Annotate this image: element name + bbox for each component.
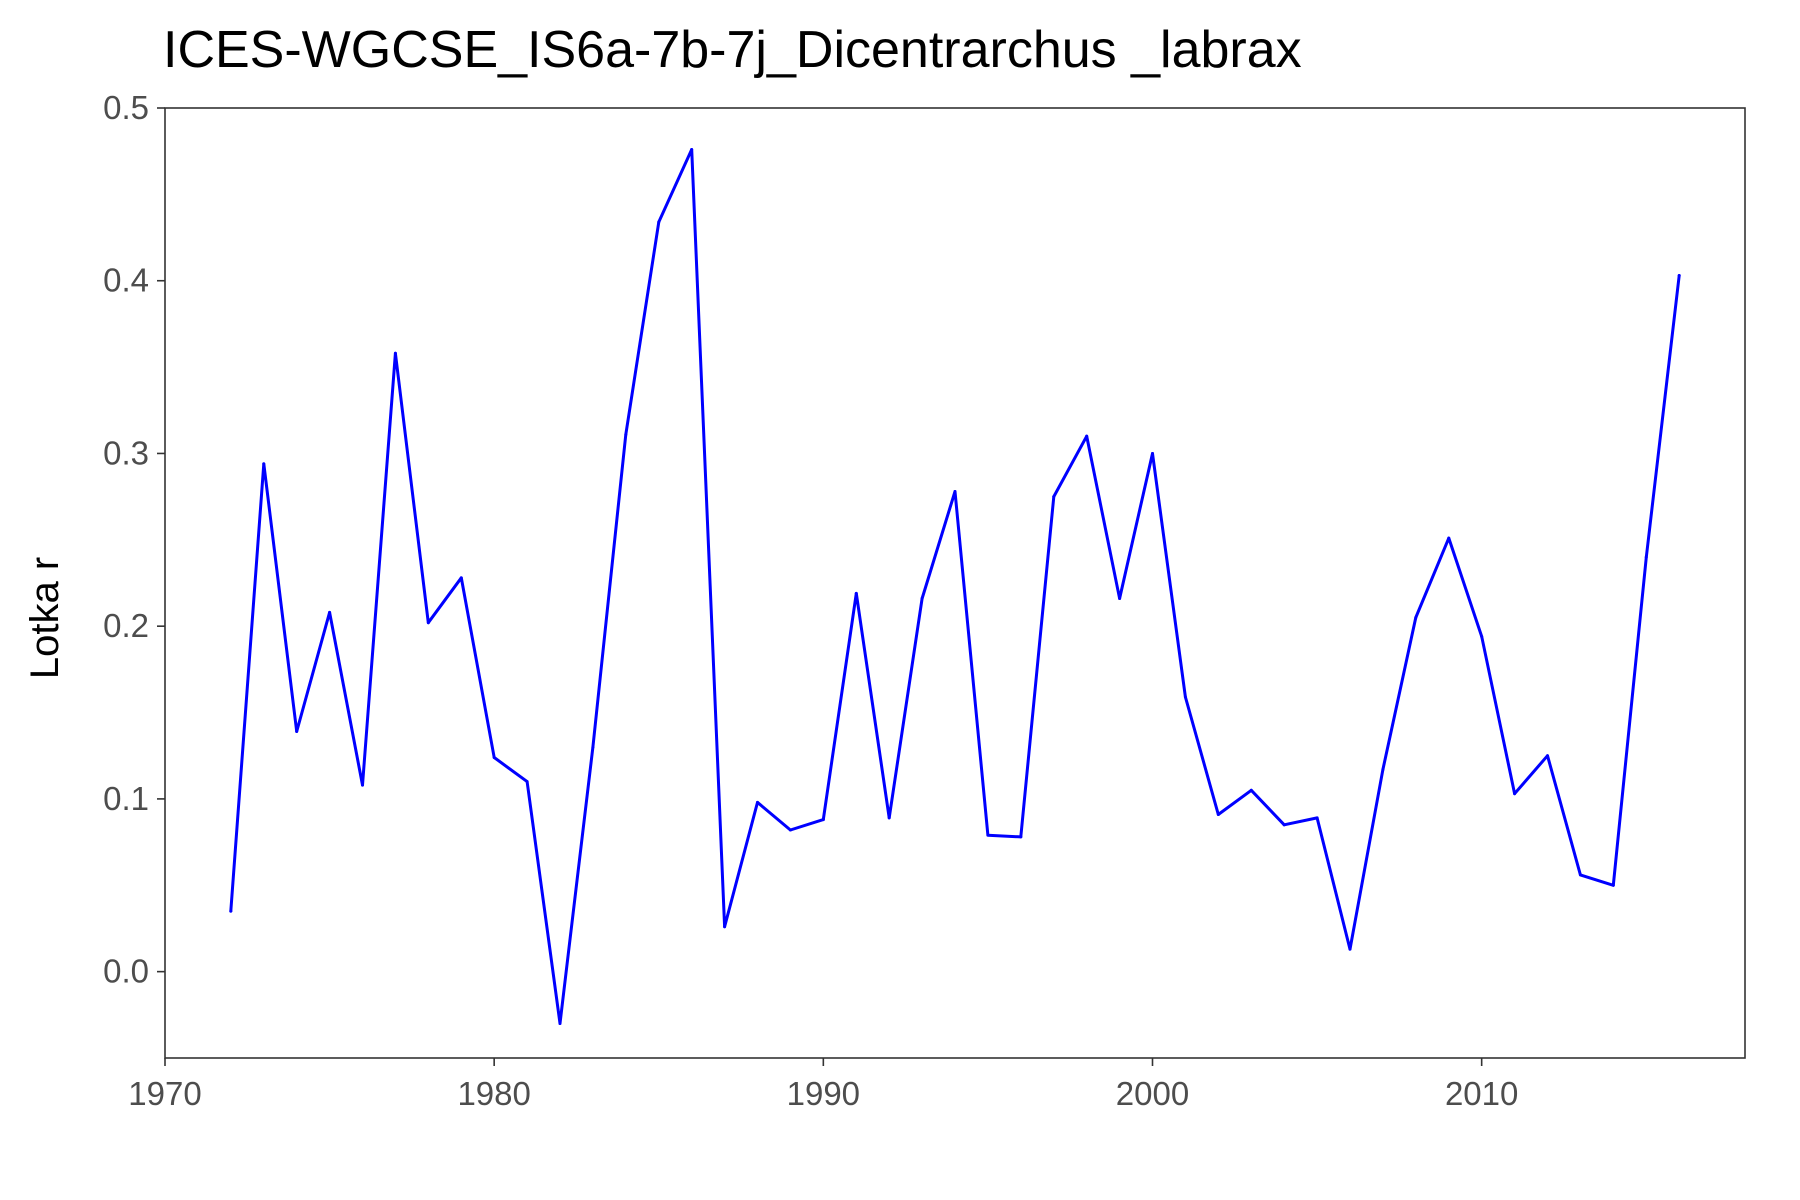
data-point <box>1019 835 1023 839</box>
data-point <box>1118 597 1122 601</box>
data-point <box>756 800 759 804</box>
data-point <box>1677 274 1681 278</box>
y-axis: 0.0 0.1 0.2 0.3 0.4 0.5 <box>103 89 165 990</box>
data-point <box>328 610 332 614</box>
data-point <box>1644 555 1648 559</box>
x-tick-label: 2000 <box>1116 1075 1189 1112</box>
chart-title: ICES-WGCSE_IS6a-7b-7j_Dicentrarchus _lab… <box>163 21 1302 79</box>
data-point <box>393 351 397 355</box>
y-tick-label: 0.4 <box>103 262 149 299</box>
y-tick-label: 0.1 <box>103 780 149 817</box>
data-point <box>1315 816 1319 820</box>
y-tick-label: 0.5 <box>103 89 149 126</box>
data-point <box>854 591 858 595</box>
data-point <box>591 745 595 749</box>
data-point <box>1480 635 1484 639</box>
data-point <box>1052 495 1056 499</box>
data-point <box>426 621 430 625</box>
data-point <box>1249 788 1253 792</box>
y-tick-label: 0.3 <box>103 434 149 471</box>
data-point <box>1085 434 1089 438</box>
data-point <box>262 462 266 466</box>
data-point <box>1348 947 1352 951</box>
data-point <box>1414 616 1418 620</box>
data-point <box>295 730 299 734</box>
data-point <box>525 780 529 784</box>
data-point <box>1578 873 1582 877</box>
y-tick-label: 0.2 <box>103 607 149 644</box>
data-point <box>1513 792 1517 796</box>
y-axis-label: Lotka r <box>23 557 67 679</box>
data-point <box>723 925 727 929</box>
data-point <box>229 909 233 913</box>
data-point <box>1381 768 1385 772</box>
data-point <box>492 755 496 759</box>
data-point <box>920 597 924 601</box>
data-point <box>887 816 891 820</box>
data-point <box>986 833 990 837</box>
data-point <box>1183 695 1187 699</box>
data-point <box>1546 754 1549 758</box>
y-tick-label: 0.0 <box>103 953 149 990</box>
data-point <box>788 828 792 832</box>
data-point <box>459 576 463 580</box>
data-point <box>953 489 957 493</box>
x-axis: 1970 1980 1990 2000 2010 <box>128 1058 1518 1112</box>
x-tick-label: 2010 <box>1445 1075 1518 1112</box>
data-point <box>1216 812 1220 816</box>
series-layer <box>229 147 1681 1025</box>
data-point <box>1282 823 1286 827</box>
data-point <box>1151 451 1154 455</box>
data-point <box>1447 536 1451 540</box>
data-point <box>361 783 364 787</box>
data-point <box>821 818 825 822</box>
x-tick-label: 1970 <box>128 1075 201 1112</box>
data-point <box>624 432 628 436</box>
data-point <box>558 1021 562 1025</box>
data-point <box>1611 883 1615 887</box>
plot-panel <box>164 107 1746 1059</box>
data-point <box>690 147 694 151</box>
data-point <box>657 220 661 224</box>
x-tick-label: 1980 <box>457 1075 530 1112</box>
x-tick-label: 1990 <box>787 1075 860 1112</box>
